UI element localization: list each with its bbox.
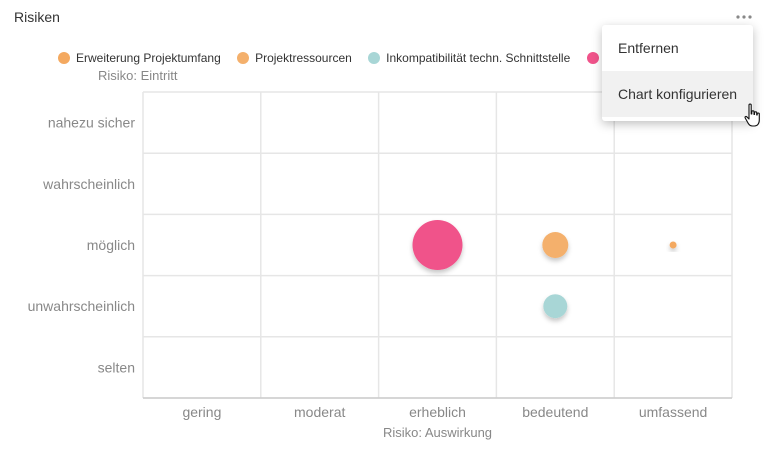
- panel-title: Risiken: [14, 9, 60, 25]
- legend-label: Inkompatibilität techn. Schnittstelle: [386, 51, 571, 65]
- legend-label: Projektressourcen: [255, 51, 352, 65]
- data-bubble: [542, 232, 569, 258]
- legend-dot: [586, 52, 599, 64]
- legend-dot: [368, 52, 381, 64]
- hand-pointer-icon: [744, 103, 760, 127]
- y-tick-label: wahrscheinlich: [42, 176, 135, 192]
- y-tick-label: selten: [98, 359, 135, 375]
- legend-item-inkompatibilitaet[interactable]: Inkompatibilität techn. Schnittstelle: [368, 51, 570, 65]
- x-tick-label: bedeutend: [522, 404, 588, 420]
- menu-item-entfernen[interactable]: Entfernen: [618, 40, 679, 56]
- legend-dot: [58, 52, 70, 64]
- menu-item-chart-konfigurieren[interactable]: Chart konfigurieren: [602, 71, 753, 117]
- y-tick-label: möglich: [87, 237, 135, 253]
- chart-legend: Erweiterung Projektumfang Projektressour…: [58, 51, 758, 69]
- x-tick-label: umfassend: [639, 404, 707, 420]
- legend-item-projektressourcen[interactable]: Projektressourcen: [237, 51, 352, 65]
- data-bubble: [543, 294, 568, 319]
- x-tick-label: erheblich: [409, 404, 466, 420]
- data-bubble: [669, 241, 677, 249]
- y-axis-title: Risiko: Eintritt: [98, 68, 178, 83]
- x-tick-label: moderat: [294, 404, 345, 420]
- more-horizontal-icon[interactable]: [733, 9, 755, 25]
- x-tick-label: gering: [182, 404, 221, 420]
- y-tick-label: unwahrscheinlich: [28, 298, 135, 314]
- context-menu: Entfernen Chart konfigurieren: [602, 25, 753, 121]
- x-axis-title: Risiko: Auswirkung: [382, 425, 493, 440]
- legend-dot: [237, 52, 250, 64]
- legend-item-erweiterung-projektumfang[interactable]: Erweiterung Projektumfang: [58, 51, 221, 65]
- y-tick-label: nahezu sicher: [48, 115, 136, 131]
- legend-label: Erweiterung Projektumfang: [76, 51, 221, 65]
- data-bubble: [412, 220, 463, 270]
